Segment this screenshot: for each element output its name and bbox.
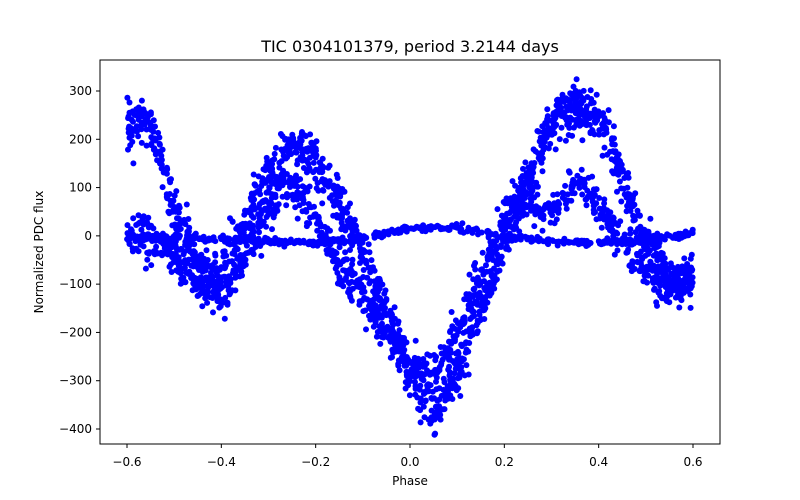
y-tick-label: 100 <box>69 181 92 195</box>
x-tick-label: 0.6 <box>683 455 702 469</box>
y-axis-ticks: −400 −300 −200 −100 0 100 200 300 <box>59 84 100 436</box>
y-tick-label: 0 <box>84 229 92 243</box>
x-tick-label: 0.2 <box>495 455 514 469</box>
y-tick-label: −200 <box>59 325 92 339</box>
x-tick-label: −0.2 <box>301 455 330 469</box>
y-tick-label: −100 <box>59 277 92 291</box>
chart-title: TIC 0304101379, period 3.2144 days <box>260 37 559 56</box>
y-axis-label: Normalized PDC flux <box>32 191 46 314</box>
x-axis-ticks: −0.6 −0.4 −0.2 0.0 0.2 0.4 0.6 <box>112 444 703 469</box>
x-tick-label: −0.4 <box>207 455 236 469</box>
y-tick-label: −300 <box>59 374 92 388</box>
y-tick-label: −400 <box>59 422 92 436</box>
y-tick-label: 200 <box>69 132 92 146</box>
x-tick-label: 0.0 <box>400 455 419 469</box>
x-axis-label: Phase <box>392 474 428 488</box>
data-points <box>124 76 696 438</box>
y-tick-label: 300 <box>69 84 92 98</box>
x-tick-label: 0.4 <box>589 455 608 469</box>
x-tick-label: −0.6 <box>112 455 141 469</box>
